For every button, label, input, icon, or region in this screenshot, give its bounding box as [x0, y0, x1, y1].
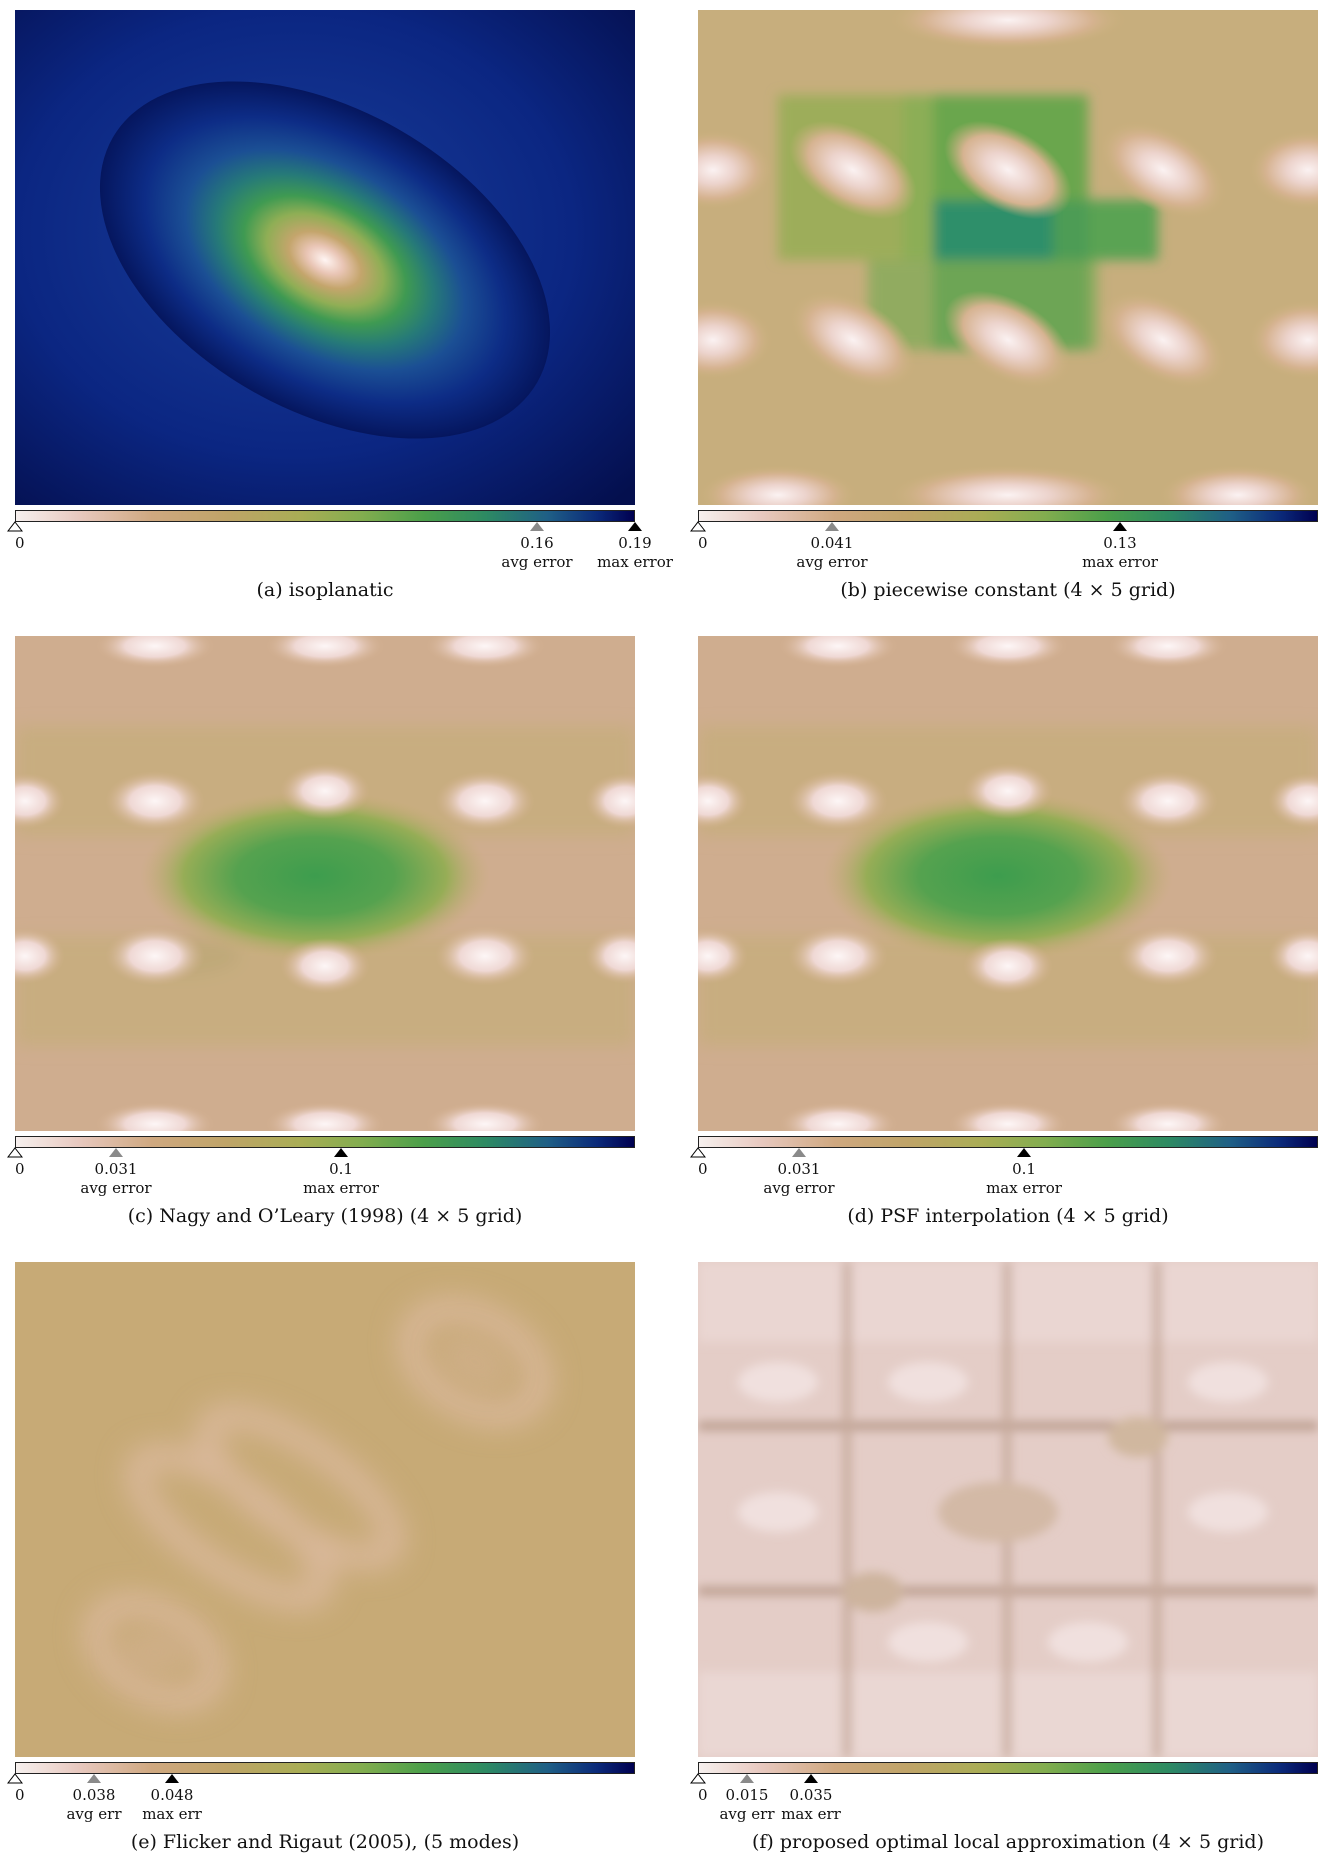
avg-error-label: avg error [796, 553, 868, 571]
panel-caption: (e) Flicker and Rigaut (2005), (5 modes) [130, 1831, 520, 1853]
max-error-label: max err [142, 1805, 202, 1823]
avg-error-marker [87, 1774, 101, 1783]
zero-marker [690, 1773, 706, 1784]
zero-marker [7, 1147, 23, 1158]
panel-isoplanatic: 0 0.16 avg error 0.19 max error (a) isop… [7, 10, 673, 610]
zero-label: 0 [698, 1786, 708, 1804]
avg-error-marker [740, 1774, 754, 1783]
max-error-marker [628, 522, 642, 531]
avg-error-value: 0.041 [810, 534, 854, 552]
zero-label: 0 [698, 534, 708, 552]
error-heatmap [15, 10, 635, 505]
error-heatmap [15, 636, 635, 1131]
avg-error-label: avg err [719, 1805, 775, 1823]
max-error-value: 0.1 [1012, 1160, 1036, 1178]
zero-label: 0 [15, 534, 25, 552]
max-error-marker [1017, 1148, 1031, 1157]
max-error-value: 0.19 [618, 534, 652, 552]
max-error-marker [1113, 522, 1127, 531]
colorbar [698, 1762, 1318, 1774]
max-error-label: max error [303, 1179, 379, 1197]
panel-caption: (f) proposed optimal local approximation… [751, 1831, 1265, 1853]
zero-label: 0 [15, 1786, 25, 1804]
avg-error-marker [825, 522, 839, 531]
max-error-marker [334, 1148, 348, 1157]
avg-error-value: 0.031 [777, 1160, 821, 1178]
panel-caption: (b) piecewise constant (4 × 5 grid) [840, 579, 1176, 601]
panel-caption: (d) PSF interpolation (4 × 5 grid) [847, 1205, 1169, 1227]
max-error-label: max error [986, 1179, 1062, 1197]
avg-error-label: avg error [501, 553, 573, 571]
colorbar [698, 1136, 1318, 1148]
max-error-value: 0.13 [1103, 534, 1137, 552]
avg-error-marker [792, 1148, 806, 1157]
zero-marker [7, 1773, 23, 1784]
panel-proposed-local-approximation: 0 0.015 avg err 0.035 max err (f) propos… [690, 1262, 1318, 1862]
panel-psf-interpolation: 0 0.031 avg error 0.1 max error (d) PSF … [690, 636, 1318, 1236]
colorbar [15, 1136, 635, 1148]
colorbar [698, 510, 1318, 522]
max-error-label: max error [597, 553, 673, 571]
colorbar [15, 1762, 635, 1774]
avg-error-value: 0.16 [520, 534, 554, 552]
avg-error-marker [109, 1148, 123, 1157]
avg-error-value: 0.038 [72, 1786, 116, 1804]
panel-nagy-oleary: 0 0.031 avg error 0.1 max error (c) Nagy… [7, 636, 635, 1236]
avg-error-value: 0.031 [94, 1160, 138, 1178]
panel-caption: (c) Nagy and O’Leary (1998) (4 × 5 grid) [127, 1205, 523, 1227]
panel-flicker-rigaut: 0 0.038 avg err 0.048 max err (e) Flicke… [7, 1262, 635, 1862]
avg-error-label: avg err [66, 1805, 122, 1823]
avg-error-value: 0.015 [725, 1786, 769, 1804]
max-error-marker [804, 1774, 818, 1783]
panel-caption: (a) isoplanatic [256, 579, 394, 601]
max-error-value: 0.035 [789, 1786, 833, 1804]
max-error-value: 0.1 [329, 1160, 353, 1178]
avg-error-label: avg error [80, 1179, 152, 1197]
error-heatmap [698, 1262, 1318, 1757]
max-error-value: 0.048 [150, 1786, 194, 1804]
max-error-label: max error [1082, 553, 1158, 571]
panel-piecewise-constant: 0 0.041 avg error 0.13 max error (b) pie… [690, 10, 1318, 610]
error-heatmap [698, 636, 1318, 1131]
zero-marker [7, 521, 23, 532]
zero-marker [690, 521, 706, 532]
colorbar [15, 510, 635, 522]
error-heatmap [15, 1262, 635, 1757]
zero-label: 0 [698, 1160, 708, 1178]
avg-error-marker [530, 522, 544, 531]
max-error-label: max err [781, 1805, 841, 1823]
max-error-marker [165, 1774, 179, 1783]
zero-label: 0 [15, 1160, 25, 1178]
zero-marker [690, 1147, 706, 1158]
avg-error-label: avg error [763, 1179, 835, 1197]
error-heatmap [698, 10, 1318, 505]
